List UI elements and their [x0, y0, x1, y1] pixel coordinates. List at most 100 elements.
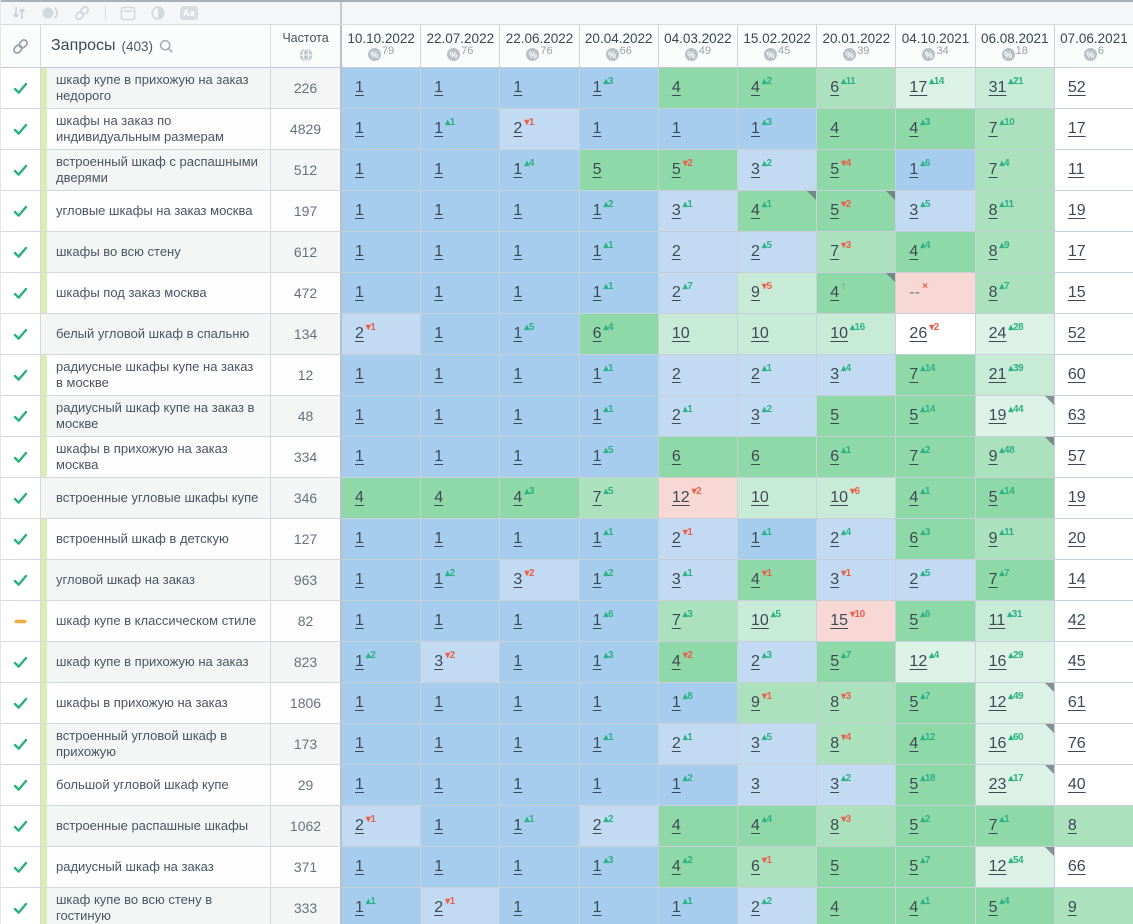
query-cell[interactable]: шкаф купе во всю стену в гостиную [41, 888, 271, 924]
position-cell[interactable]: 9 [1054, 888, 1133, 924]
position-cell[interactable]: 8 ▾3 [817, 683, 897, 724]
position-value[interactable]: 4 [751, 79, 760, 96]
position-cell[interactable]: 1 [500, 273, 580, 314]
position-value[interactable]: 1 [592, 284, 602, 301]
row-select-cell[interactable] [1, 601, 41, 642]
position-value[interactable]: 17 [1067, 120, 1086, 137]
position-cell[interactable]: 12 ▾2 [658, 478, 739, 519]
position-value[interactable]: 1 [434, 776, 444, 793]
position-cell[interactable]: 1 ▴2 [421, 560, 501, 601]
position-cell[interactable]: 5 ▴4 [975, 888, 1055, 924]
position-cell[interactable]: 11 ▴31 [975, 601, 1055, 642]
position-value[interactable]: 1 [434, 366, 444, 383]
position-cell[interactable]: 7 ▴5 [579, 478, 659, 519]
position-cell[interactable]: 7 ▴3 [658, 601, 739, 642]
position-value[interactable]: 5 [909, 817, 919, 834]
position-value[interactable]: 2 [751, 366, 760, 383]
position-cell[interactable]: 1 ▴1 [579, 724, 659, 765]
position-cell[interactable]: 17 [1054, 232, 1133, 273]
position-cell[interactable]: 4 [658, 806, 739, 847]
position-cell[interactable]: 19 [1054, 478, 1133, 519]
position-value[interactable]: 1 [592, 694, 602, 711]
date-column-header[interactable]: 22.07.2022% 76 [421, 25, 501, 68]
position-cell[interactable]: 1 [579, 109, 659, 150]
position-cell[interactable]: 7 ▴4 [975, 150, 1055, 191]
position-cell[interactable]: 1 [421, 724, 501, 765]
position-cell[interactable]: 1 [342, 150, 422, 191]
position-cell[interactable]: 1 [500, 437, 580, 478]
position-value[interactable]: 2 [671, 243, 681, 260]
position-value[interactable]: 1 [513, 161, 523, 178]
position-cell[interactable]: 1 [342, 191, 422, 232]
position-cell[interactable]: 1 [421, 355, 501, 396]
position-cell[interactable]: 5 ▴6 [896, 601, 976, 642]
position-cell[interactable]: 1 [579, 683, 659, 724]
position-cell[interactable]: 1 [421, 683, 501, 724]
row-select-cell[interactable] [1, 683, 41, 724]
position-cell[interactable]: 1 [421, 314, 501, 355]
position-value[interactable]: 1 [355, 202, 364, 219]
position-cell[interactable]: 1 ▴1 [579, 519, 659, 560]
position-cell[interactable]: 1 [421, 765, 501, 806]
position-value[interactable]: 1 [355, 161, 364, 178]
position-value[interactable]: 1 [592, 407, 602, 424]
position-value[interactable]: 7 [592, 489, 602, 506]
position-value[interactable]: 1 [513, 776, 523, 793]
position-value[interactable]: 2 [513, 120, 523, 137]
position-value[interactable]: 1 [671, 899, 681, 916]
position-cell[interactable]: 2 ▴3 [738, 642, 818, 683]
position-cell[interactable]: 14 [1054, 560, 1133, 601]
position-value[interactable]: 45 [1067, 653, 1086, 670]
position-value[interactable]: 11 [1067, 161, 1085, 178]
position-value[interactable]: 5 [830, 407, 840, 424]
position-value[interactable]: 1 [592, 366, 602, 383]
position-cell[interactable]: 8 ▴11 [975, 191, 1055, 232]
position-cell[interactable]: 2 ▾1 [421, 888, 501, 924]
position-cell[interactable]: 2 ▾1 [658, 519, 739, 560]
position-value[interactable]: 5 [909, 776, 919, 793]
position-value[interactable]: 1 [355, 284, 364, 301]
position-cell[interactable]: 76 [1054, 724, 1133, 765]
position-value[interactable]: 6 [671, 448, 681, 465]
position-cell[interactable]: 1 [421, 396, 501, 437]
position-value[interactable]: 1 [434, 694, 444, 711]
query-cell[interactable]: шкафы под заказ москва [41, 273, 271, 314]
position-cell[interactable]: 5 [579, 150, 659, 191]
position-value[interactable]: 42 [1067, 612, 1086, 629]
position-cell[interactable]: 8 [1054, 806, 1133, 847]
position-value[interactable]: 2 [830, 530, 840, 547]
position-cell[interactable]: 52 [1054, 68, 1133, 109]
position-cell[interactable]: 63 [1054, 396, 1133, 437]
position-cell[interactable]: 60 [1054, 355, 1133, 396]
position-cell[interactable]: 40 [1054, 765, 1133, 806]
position-value[interactable]: 1 [434, 530, 444, 547]
position-value[interactable]: 5 [909, 858, 919, 875]
position-value[interactable]: 1 [592, 899, 602, 916]
position-cell[interactable]: 8 ▴7 [975, 273, 1055, 314]
position-value[interactable]: 4 [909, 735, 919, 752]
position-value[interactable]: 1 [751, 120, 760, 137]
position-value[interactable]: 16 [988, 653, 1007, 670]
position-value[interactable]: 1 [671, 694, 681, 711]
position-value[interactable]: 1 [355, 407, 364, 424]
position-value[interactable]: 52 [1067, 325, 1086, 342]
position-cell[interactable]: 1 ▴1 [342, 888, 422, 924]
position-cell[interactable]: 4 ▴12 [896, 724, 976, 765]
position-value[interactable]: 3 [830, 571, 840, 588]
position-cell[interactable]: 5 ▴7 [817, 642, 897, 683]
position-cell[interactable]: 1 [500, 642, 580, 683]
row-select-cell[interactable] [1, 191, 41, 232]
position-value[interactable]: 2 [355, 817, 364, 834]
position-cell[interactable]: 9 ▴48 [975, 437, 1055, 478]
position-cell[interactable]: 1 ▴5 [500, 314, 580, 355]
position-cell[interactable]: 5 [817, 396, 897, 437]
position-value[interactable]: 1 [434, 817, 444, 834]
position-value[interactable]: 12 [671, 489, 690, 506]
position-value[interactable]: 20 [1067, 530, 1086, 547]
position-value[interactable]: 1 [434, 79, 444, 96]
position-value[interactable]: 9 [988, 448, 998, 465]
position-value[interactable]: 2 [671, 284, 681, 301]
position-cell[interactable]: 2 ▴1 [658, 724, 739, 765]
date-column-header[interactable]: 20.04.2022% 66 [579, 25, 659, 68]
position-value[interactable]: 5 [909, 694, 919, 711]
